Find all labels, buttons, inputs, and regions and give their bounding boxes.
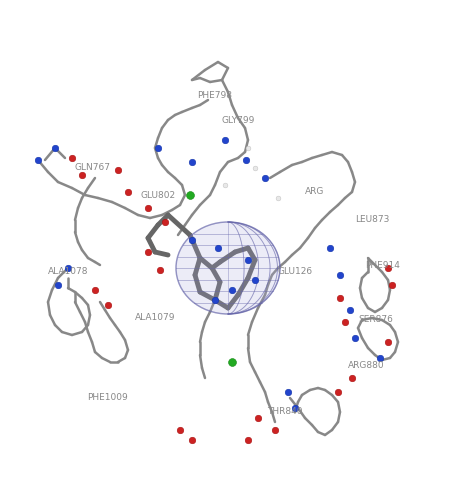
Point [254, 414, 262, 422]
Text: LEU873: LEU873 [355, 215, 389, 224]
Point [161, 218, 169, 226]
Point [244, 144, 252, 152]
Text: ARG: ARG [305, 188, 324, 197]
Point [376, 354, 384, 362]
Point [124, 188, 132, 196]
Text: ALA1079: ALA1079 [135, 313, 175, 322]
Point [156, 266, 164, 274]
Point [211, 296, 219, 304]
Point [54, 281, 62, 289]
Point [214, 244, 222, 252]
Point [388, 281, 396, 289]
Text: PHE798: PHE798 [198, 91, 233, 100]
Point [144, 248, 152, 256]
Point [251, 164, 259, 172]
Point [261, 174, 269, 182]
Point [271, 426, 279, 434]
Text: PHE914: PHE914 [365, 261, 400, 270]
Point [154, 144, 162, 152]
Point [91, 286, 99, 294]
Point [334, 388, 342, 396]
Point [291, 404, 299, 412]
Text: ARG880: ARG880 [348, 361, 384, 370]
Point [351, 334, 359, 342]
Text: GLY799: GLY799 [221, 116, 255, 125]
Point [346, 306, 354, 314]
Point [114, 166, 122, 174]
Point [78, 171, 86, 179]
Point [274, 194, 282, 202]
Point [104, 301, 112, 309]
Point [51, 144, 59, 152]
Point [284, 388, 292, 396]
Text: PHE1009: PHE1009 [88, 393, 128, 402]
Text: GLU126: GLU126 [278, 268, 313, 277]
Point [176, 426, 184, 434]
Text: THR840: THR840 [267, 407, 303, 416]
Point [341, 318, 349, 326]
Point [221, 136, 229, 144]
Point [34, 156, 42, 164]
Point [228, 358, 236, 366]
Point [188, 158, 196, 166]
Ellipse shape [176, 222, 280, 314]
Text: GLN767: GLN767 [75, 163, 111, 173]
Point [336, 271, 344, 279]
Point [244, 436, 252, 444]
Point [144, 204, 152, 212]
Point [384, 338, 392, 346]
Point [228, 286, 236, 294]
Point [242, 156, 250, 164]
Text: ALA1078: ALA1078 [48, 268, 89, 277]
Point [251, 276, 259, 284]
Point [186, 191, 194, 199]
Point [326, 244, 334, 252]
Point [64, 264, 72, 272]
Point [68, 154, 76, 162]
Text: GLU802: GLU802 [140, 191, 175, 200]
Point [221, 181, 229, 189]
Text: SER876: SER876 [358, 315, 393, 324]
Point [336, 294, 344, 302]
Point [244, 256, 252, 264]
Point [384, 264, 392, 272]
Point [188, 436, 196, 444]
Point [348, 374, 356, 382]
Point [188, 236, 196, 244]
